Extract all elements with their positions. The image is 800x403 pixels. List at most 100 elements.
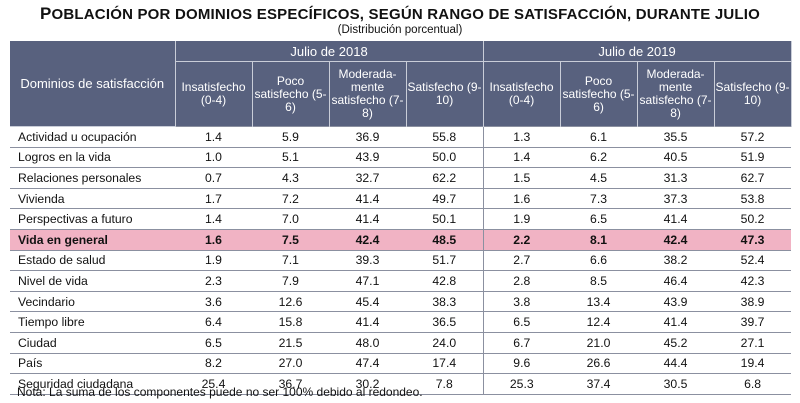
value-cell: 50.2: [714, 208, 792, 230]
value-cell: 35.5: [637, 126, 715, 148]
table-row: Nivel de vida 2.3 7.9 47.1 42.8 2.8 8.5 46.4 42.…: [10, 270, 792, 292]
value-cell: 7.1: [252, 250, 329, 272]
row-label: Seguridad ciudadana: [10, 373, 175, 395]
value-cell: 21.0: [560, 332, 638, 354]
value-cell: 5.9: [252, 126, 329, 148]
row-label: Relaciones personales: [10, 167, 175, 189]
value-cell: 47.1: [329, 270, 406, 292]
value-cell: 17.4: [406, 353, 484, 375]
value-cell: 1.6: [483, 188, 561, 210]
value-cell: 47.3: [714, 229, 792, 251]
row-label: Tiempo libre: [10, 311, 175, 333]
row-label: Vecindario: [10, 291, 175, 313]
value-cell: 38.2: [637, 250, 715, 272]
value-cell: 48.5: [406, 229, 484, 251]
value-cell: 15.8: [252, 311, 329, 333]
value-cell: 42.4: [329, 229, 406, 251]
table-row: Vida en general 1.6 7.5 42.4 48.5 2.2 8.1 42.4 4…: [10, 229, 792, 251]
value-cell: 19.4: [714, 353, 792, 375]
value-cell: 48.0: [329, 332, 406, 354]
row-header: Dominios de satisfacción: [10, 41, 176, 127]
value-cell: 30.2: [329, 373, 406, 395]
value-cell: 44.4: [637, 353, 715, 375]
table-row: Seguridad ciudadana 25.4 36.7 30.2 7.8 25.3 37…: [10, 373, 792, 395]
value-cell: 40.5: [637, 147, 715, 169]
value-cell: 45.2: [637, 332, 715, 354]
value-cell: 6.7: [483, 332, 561, 354]
table-row: Logros en la vida 1.0 5.1 43.9 50.0 1.4 6.2 40.…: [10, 147, 792, 169]
row-label: Ciudad: [10, 332, 175, 354]
title-initial: P: [39, 4, 52, 23]
value-cell: 6.4: [175, 311, 252, 333]
value-cell: 6.1: [560, 126, 638, 148]
value-cell: 12.6: [252, 291, 329, 313]
value-cell: 6.5: [483, 311, 561, 333]
row-label: Perspectivas a futuro: [10, 208, 175, 230]
table-row: Actividad u ocupación 1.4 5.9 36.9 55.8 1.3 6.…: [10, 126, 792, 148]
category-header: Satisfecho (9-10): [405, 61, 484, 127]
value-cell: 2.3: [175, 270, 252, 292]
value-cell: 50.0: [406, 147, 484, 169]
value-cell: 4.3: [252, 167, 329, 189]
value-cell: 7.8: [406, 373, 484, 395]
value-cell: 27.1: [714, 332, 792, 354]
value-cell: 41.4: [329, 188, 406, 210]
value-cell: 1.9: [483, 208, 561, 230]
row-label: Nivel de vida: [10, 270, 175, 292]
value-cell: 12.4: [560, 311, 638, 333]
value-cell: 36.9: [329, 126, 406, 148]
value-cell: 8.2: [175, 353, 252, 375]
category-header: Poco satisfecho (5-6): [559, 61, 638, 127]
value-cell: 46.4: [637, 270, 715, 292]
value-cell: 30.5: [637, 373, 715, 395]
value-cell: 31.3: [637, 167, 715, 189]
table-row: Ciudad 6.5 21.5 48.0 24.0 6.7 21.0 45.2 27.1: [10, 332, 792, 354]
value-cell: 38.3: [406, 291, 484, 313]
category-header: Satisfecho (9-10): [713, 61, 792, 127]
table-row: Relaciones personales 0.7 4.3 32.7 62.2 1.5 4.…: [10, 167, 792, 189]
value-cell: 8.5: [560, 270, 638, 292]
value-cell: 9.6: [483, 353, 561, 375]
table-row: Perspectivas a futuro 1.4 7.0 41.4 50.1 1.9 6.…: [10, 208, 792, 230]
chart-subtitle: (Distribución porcentual): [337, 24, 463, 36]
value-cell: 5.1: [252, 147, 329, 169]
category-header: Insatisfecho (0-4): [174, 61, 253, 127]
value-cell: 7.5: [252, 229, 329, 251]
value-cell: 43.9: [329, 147, 406, 169]
value-cell: 37.4: [560, 373, 638, 395]
chart-title: POBLACIÓN POR DOMINIOS ESPECÍFICOS, SEGÚ…: [0, 4, 800, 24]
row-label: Vivienda: [10, 188, 175, 210]
value-cell: 1.0: [175, 147, 252, 169]
value-cell: 42.4: [637, 229, 715, 251]
value-cell: 41.4: [329, 311, 406, 333]
value-cell: 25.4: [175, 373, 252, 395]
row-label: Estado de salud: [10, 250, 175, 272]
value-cell: 38.9: [714, 291, 792, 313]
row-label: Actividad u ocupación: [10, 126, 175, 148]
value-cell: 1.7: [175, 188, 252, 210]
value-cell: 24.0: [406, 332, 484, 354]
value-cell: 36.5: [406, 311, 484, 333]
table-row: Estado de salud 1.9 7.1 39.3 51.7 2.7 6.6 38.2 5…: [10, 250, 792, 272]
value-cell: 42.3: [714, 270, 792, 292]
table-row: País 8.2 27.0 47.4 17.4 9.6 26.6 44.4 19.4: [10, 353, 792, 375]
value-cell: 13.4: [560, 291, 638, 313]
value-cell: 6.8: [714, 373, 792, 395]
value-cell: 3.8: [483, 291, 561, 313]
value-cell: 27.0: [252, 353, 329, 375]
value-cell: 41.4: [329, 208, 406, 230]
value-cell: 41.4: [637, 208, 715, 230]
value-cell: 43.9: [637, 291, 715, 313]
value-cell: 21.5: [252, 332, 329, 354]
row-label: País: [10, 353, 175, 375]
value-cell: 3.6: [175, 291, 252, 313]
period-header-2018: Julio de 2018: [174, 41, 484, 62]
table-row: Vivienda 1.7 7.2 41.4 49.7 1.6 7.3 37.3 53.8: [10, 188, 792, 210]
value-cell: 39.3: [329, 250, 406, 272]
value-cell: 1.6: [175, 229, 252, 251]
value-cell: 41.4: [637, 311, 715, 333]
value-cell: 7.2: [252, 188, 329, 210]
value-cell: 52.4: [714, 250, 792, 272]
value-cell: 62.7: [714, 167, 792, 189]
value-cell: 1.4: [483, 147, 561, 169]
